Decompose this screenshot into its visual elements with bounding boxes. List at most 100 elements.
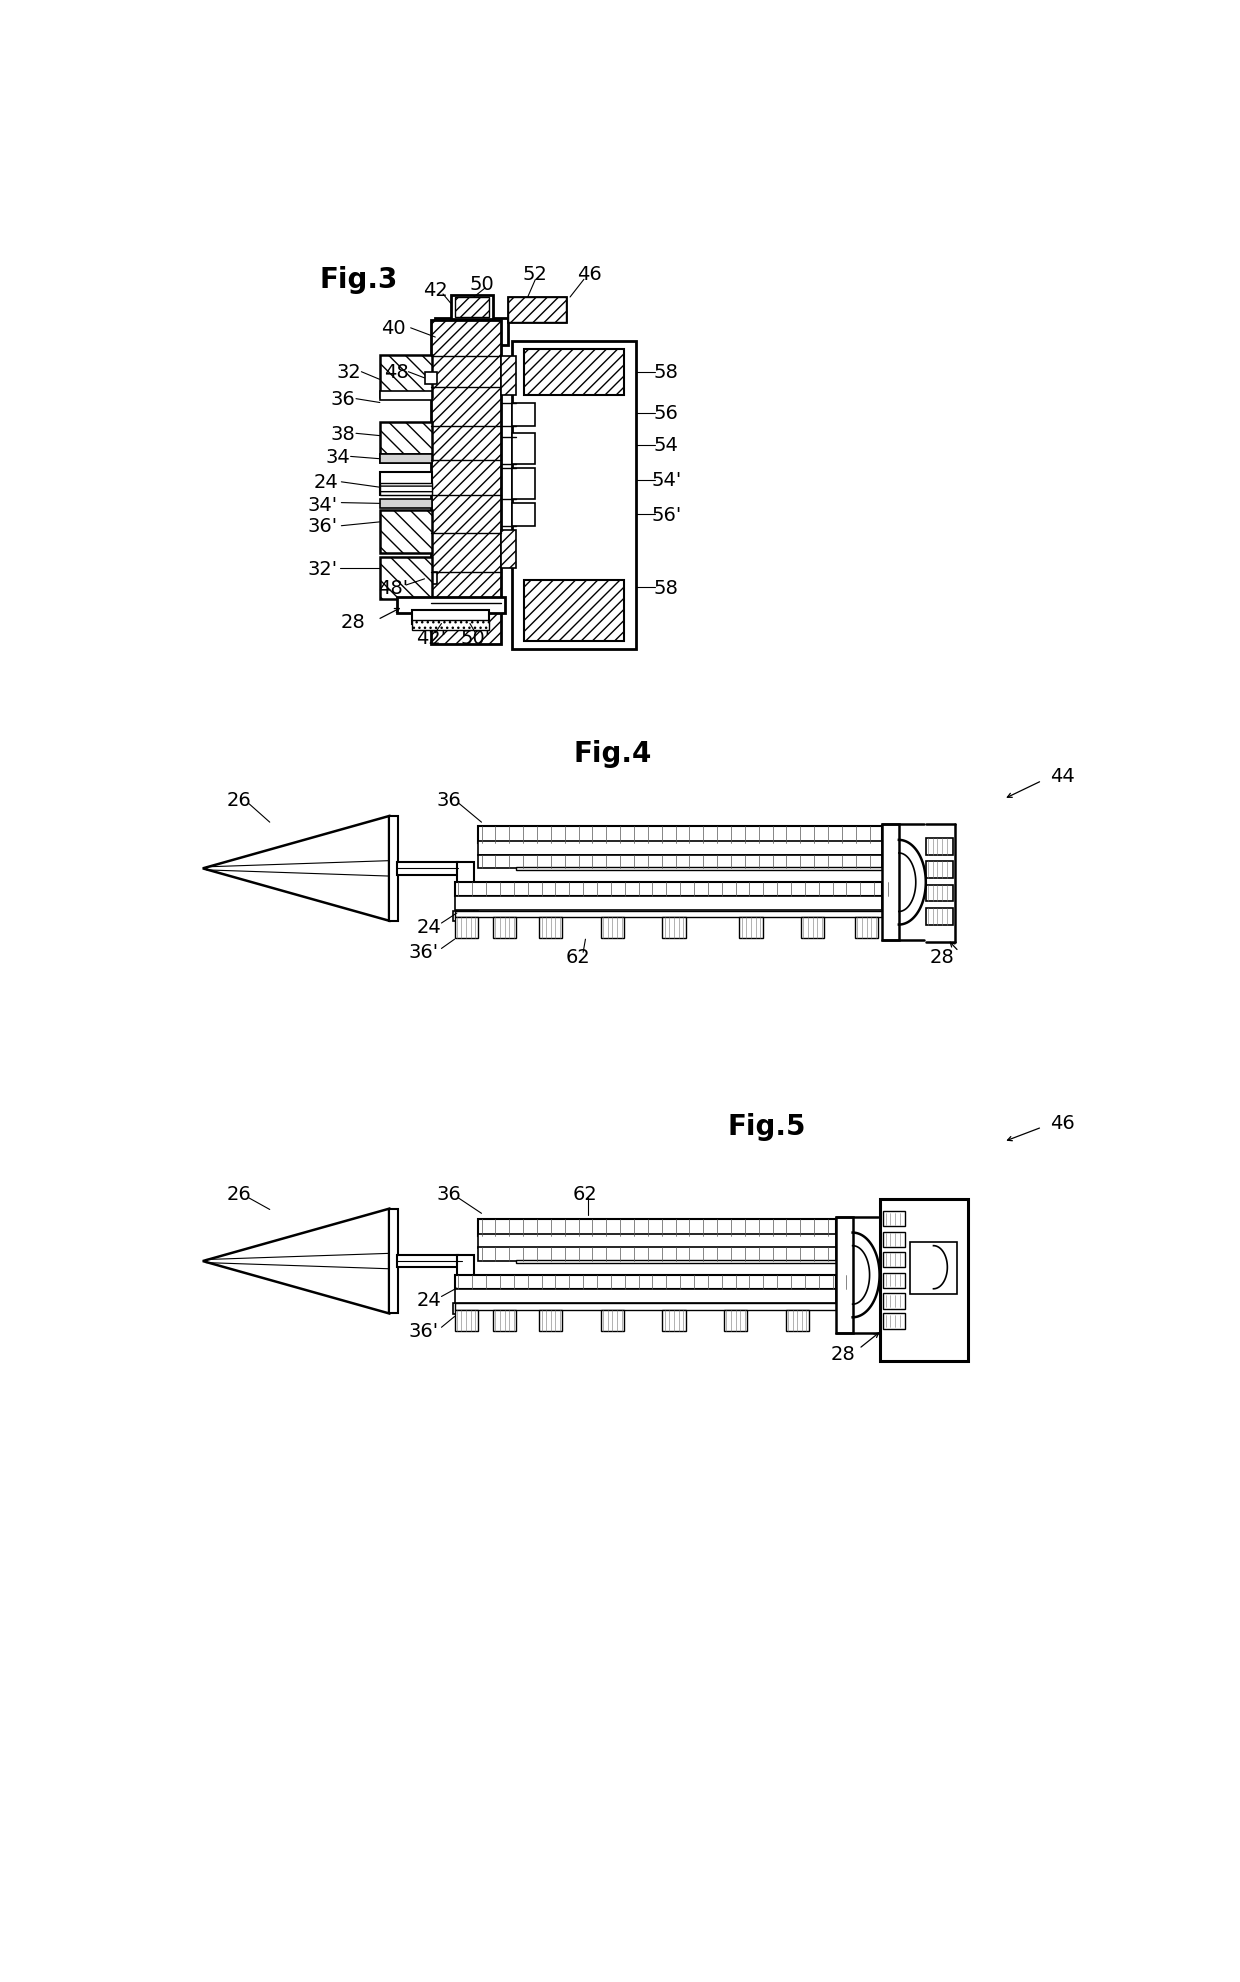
Text: 26: 26 [227, 791, 252, 809]
Text: 24: 24 [314, 474, 339, 492]
Polygon shape [412, 620, 490, 630]
Polygon shape [501, 357, 516, 396]
Text: 36': 36' [409, 943, 439, 961]
Text: 36': 36' [409, 1322, 439, 1340]
Text: 36': 36' [308, 517, 337, 535]
Polygon shape [662, 1310, 686, 1332]
Polygon shape [455, 1310, 477, 1332]
Polygon shape [662, 918, 686, 939]
Polygon shape [203, 1209, 389, 1314]
Polygon shape [512, 434, 536, 466]
Text: 26: 26 [227, 1183, 252, 1203]
Polygon shape [523, 349, 624, 396]
Polygon shape [883, 1314, 905, 1330]
Polygon shape [883, 1272, 905, 1288]
Polygon shape [450, 295, 494, 321]
Polygon shape [477, 826, 882, 844]
Polygon shape [883, 1233, 905, 1247]
Polygon shape [512, 468, 536, 499]
Polygon shape [412, 610, 490, 624]
Polygon shape [455, 912, 882, 918]
Polygon shape [456, 862, 474, 902]
Text: 58: 58 [653, 579, 678, 597]
Polygon shape [512, 402, 536, 426]
Text: 24: 24 [417, 918, 441, 936]
Text: Fig.5: Fig.5 [727, 1112, 806, 1142]
Polygon shape [494, 918, 516, 939]
Polygon shape [455, 918, 477, 939]
Polygon shape [836, 1217, 853, 1334]
Text: 50: 50 [469, 275, 494, 293]
Polygon shape [926, 838, 952, 856]
Polygon shape [379, 472, 433, 496]
Text: 56: 56 [653, 404, 678, 422]
Text: 54: 54 [653, 436, 678, 456]
Polygon shape [516, 1261, 836, 1263]
Polygon shape [456, 902, 474, 916]
Polygon shape [508, 297, 567, 323]
Text: 34: 34 [325, 448, 350, 466]
Text: 42': 42' [417, 628, 446, 648]
Polygon shape [539, 918, 563, 939]
Polygon shape [379, 499, 433, 509]
Polygon shape [512, 503, 536, 527]
Polygon shape [910, 1243, 956, 1294]
Polygon shape [455, 297, 490, 317]
Polygon shape [379, 392, 433, 400]
Polygon shape [397, 862, 459, 876]
Polygon shape [379, 422, 433, 462]
Text: 28: 28 [930, 947, 955, 967]
Text: 36: 36 [331, 390, 356, 408]
Polygon shape [389, 1209, 398, 1314]
Polygon shape [926, 862, 952, 878]
Text: 52: 52 [523, 266, 548, 283]
Polygon shape [455, 1288, 836, 1302]
Polygon shape [379, 511, 433, 553]
Polygon shape [397, 599, 505, 612]
Text: 50': 50' [460, 628, 490, 648]
Polygon shape [379, 484, 433, 496]
Polygon shape [424, 573, 436, 585]
Polygon shape [523, 581, 624, 642]
Text: 38: 38 [331, 424, 356, 444]
Text: 62: 62 [565, 947, 590, 967]
Text: 44: 44 [1050, 767, 1075, 787]
Polygon shape [455, 1274, 836, 1288]
Polygon shape [724, 1310, 748, 1332]
Text: 36: 36 [436, 1183, 461, 1203]
Text: 46: 46 [577, 266, 601, 283]
Polygon shape [854, 918, 878, 939]
Polygon shape [512, 341, 635, 650]
Polygon shape [883, 1211, 905, 1227]
Polygon shape [379, 456, 433, 464]
Polygon shape [477, 1219, 836, 1237]
Polygon shape [424, 373, 436, 385]
Polygon shape [926, 908, 952, 926]
Polygon shape [432, 321, 501, 644]
Polygon shape [926, 886, 952, 902]
Polygon shape [453, 1304, 477, 1314]
Polygon shape [882, 825, 899, 941]
Text: 48': 48' [378, 579, 408, 597]
Polygon shape [397, 1255, 459, 1268]
Text: 32': 32' [308, 559, 337, 579]
Polygon shape [494, 1310, 516, 1332]
Polygon shape [456, 1255, 474, 1294]
Text: 42: 42 [423, 281, 448, 299]
Polygon shape [455, 896, 882, 910]
Polygon shape [379, 456, 433, 464]
Text: 32: 32 [337, 363, 361, 383]
Polygon shape [477, 842, 882, 856]
Polygon shape [203, 817, 389, 922]
Text: 56': 56' [651, 505, 682, 525]
Polygon shape [453, 912, 477, 922]
Text: 62: 62 [573, 1183, 598, 1203]
Text: 28: 28 [341, 612, 366, 632]
Polygon shape [477, 1235, 836, 1249]
Text: 58: 58 [653, 363, 678, 383]
Text: 54': 54' [651, 472, 682, 490]
Polygon shape [786, 1310, 808, 1332]
Polygon shape [601, 918, 624, 939]
Polygon shape [739, 918, 763, 939]
Polygon shape [801, 918, 825, 939]
